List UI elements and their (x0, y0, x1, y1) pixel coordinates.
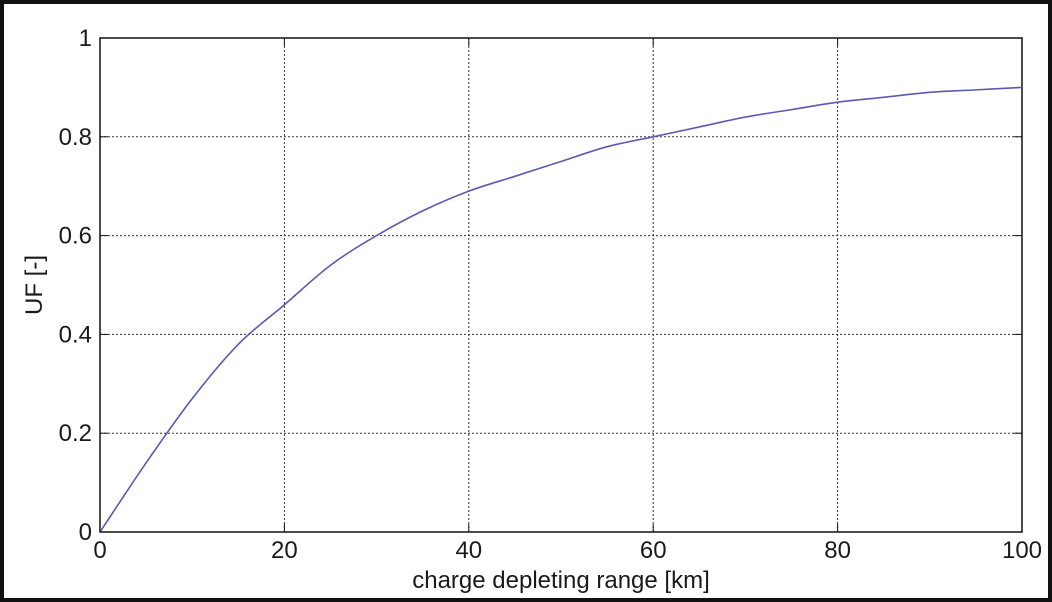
y-tick-label: 1 (79, 25, 92, 52)
y-tick-label: 0.8 (59, 124, 92, 151)
y-tick-label: 0.4 (59, 321, 92, 348)
tick-layer: 0 20 40 60 80 100 0 0.2 0.4 0.6 0.8 1 (59, 25, 1042, 564)
grid-layer (100, 38, 1022, 532)
y-tick-label: 0.6 (59, 223, 92, 250)
y-tick-label: 0 (79, 519, 92, 546)
x-tick-label: 80 (824, 537, 851, 564)
x-tick-label: 40 (455, 537, 482, 564)
plot-area-border (99, 37, 1023, 533)
x-axis-label: charge depleting range [km] (412, 567, 710, 594)
x-tick-label: 0 (93, 537, 106, 564)
series-layer (99, 86, 1023, 533)
uf-curve (99, 86, 1023, 533)
x-tick-label: 100 (1002, 537, 1042, 564)
y-axis-label: UF [-] (21, 255, 48, 315)
x-tick-label: 20 (271, 537, 298, 564)
y-tick-label: 0.2 (59, 420, 92, 447)
x-tick-label: 60 (640, 537, 667, 564)
